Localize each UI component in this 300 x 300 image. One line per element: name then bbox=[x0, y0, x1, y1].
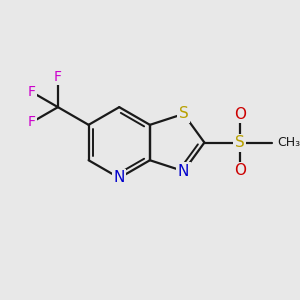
Text: F: F bbox=[28, 115, 36, 129]
Text: S: S bbox=[235, 135, 245, 150]
Text: F: F bbox=[54, 70, 62, 84]
Text: N: N bbox=[178, 164, 189, 179]
Text: S: S bbox=[179, 106, 188, 122]
Text: N: N bbox=[114, 170, 125, 185]
Text: CH₃: CH₃ bbox=[277, 136, 300, 149]
Text: O: O bbox=[234, 164, 246, 178]
Text: F: F bbox=[28, 85, 36, 99]
Text: O: O bbox=[234, 107, 246, 122]
